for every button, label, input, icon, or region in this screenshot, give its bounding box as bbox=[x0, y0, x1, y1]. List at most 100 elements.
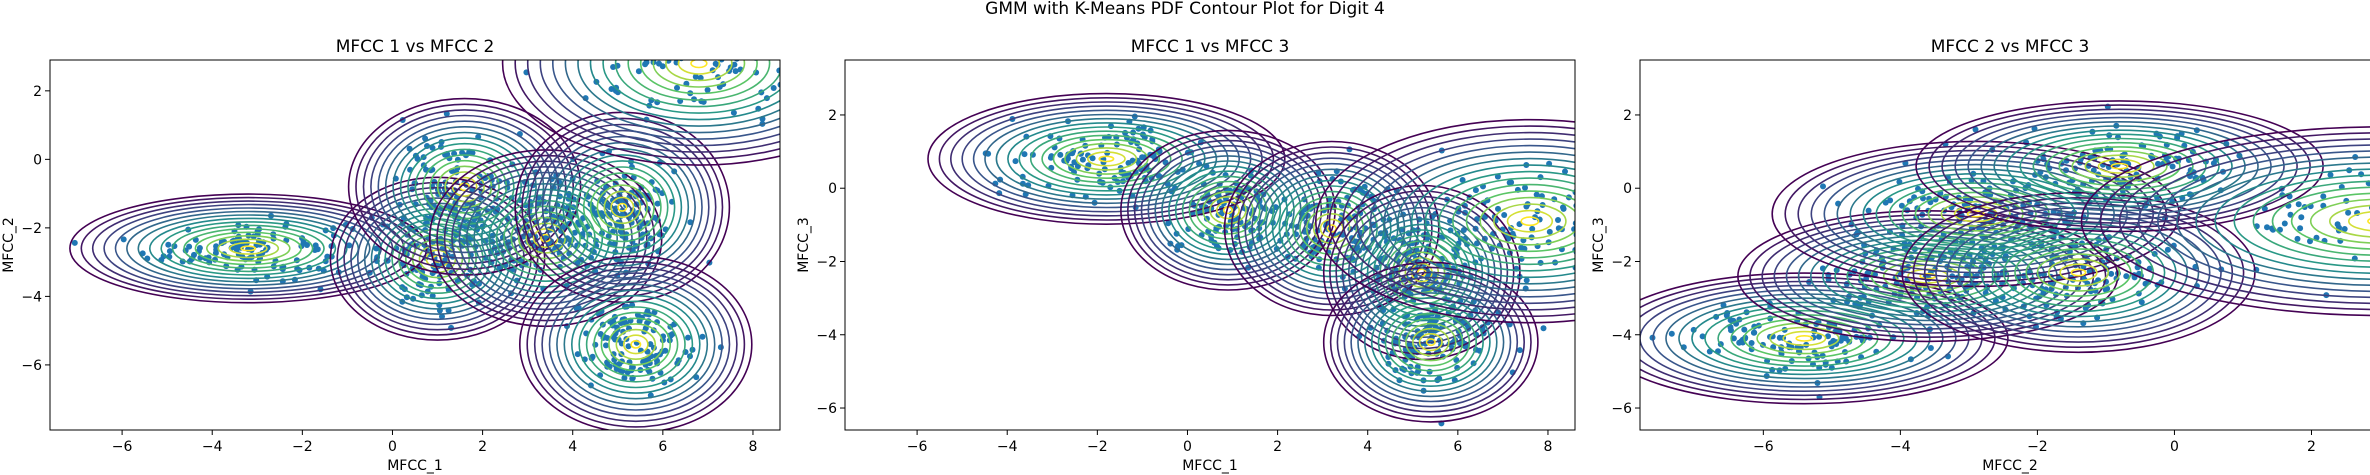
data-point bbox=[770, 85, 777, 91]
contour-line bbox=[555, 148, 690, 267]
data-point bbox=[429, 144, 436, 151]
data-point bbox=[186, 243, 193, 250]
data-point bbox=[2281, 220, 2288, 227]
data-point bbox=[1065, 151, 1072, 158]
contour-line bbox=[972, 109, 1241, 209]
x-axis-label: MFCC_2 bbox=[1982, 458, 2038, 474]
contour-line bbox=[563, 289, 709, 400]
data-point bbox=[1173, 230, 1180, 237]
contour-line bbox=[1769, 326, 1840, 351]
data-point bbox=[233, 246, 240, 253]
contour-line bbox=[2071, 150, 2168, 183]
data-point bbox=[1537, 259, 1544, 266]
data-point bbox=[656, 60, 662, 67]
contour-line bbox=[603, 190, 642, 225]
data-point bbox=[1650, 187, 1656, 193]
contour-line bbox=[2329, 204, 2370, 238]
contour-line bbox=[617, 202, 628, 212]
x-tick-label: −2 bbox=[1087, 439, 1108, 455]
data-point bbox=[629, 364, 636, 371]
contour-line bbox=[2080, 126, 2370, 317]
data-point bbox=[1501, 212, 1508, 218]
data-point bbox=[686, 47, 692, 53]
data-point bbox=[682, 48, 688, 54]
data-point bbox=[1572, 220, 1575, 227]
x-tick-label: 2 bbox=[1273, 439, 1282, 455]
data-point bbox=[2108, 270, 2115, 277]
contour-line bbox=[2036, 253, 2121, 292]
data-point bbox=[373, 245, 380, 252]
data-point bbox=[1816, 333, 1822, 340]
contour-line bbox=[2214, 168, 2370, 274]
x-tick-label: −4 bbox=[997, 439, 1018, 455]
contour-line bbox=[355, 103, 574, 271]
data-point bbox=[1825, 333, 1831, 340]
x-tick-label: 4 bbox=[568, 439, 577, 455]
data-point bbox=[443, 110, 450, 117]
contour-line bbox=[2118, 138, 2370, 305]
contour-line bbox=[1341, 201, 1502, 344]
data-point bbox=[1750, 329, 1757, 336]
data-point bbox=[739, 11, 745, 17]
data-point bbox=[1021, 151, 1028, 158]
data-point bbox=[709, 9, 715, 15]
x-tick-label: 0 bbox=[1183, 439, 1192, 455]
subplot-title: MFCC 2 vs MFCC 3 bbox=[1931, 37, 2090, 57]
data-point bbox=[702, 41, 708, 47]
data-point bbox=[702, 44, 708, 50]
contour-line bbox=[541, 135, 703, 279]
data-point bbox=[818, 117, 824, 123]
data-point bbox=[1927, 345, 1934, 351]
contour-line bbox=[2084, 154, 2155, 178]
x-tick-label: −6 bbox=[112, 439, 133, 455]
contour-line bbox=[1940, 200, 2011, 227]
data-point bbox=[1495, 205, 1501, 212]
contour-line bbox=[1087, 151, 1126, 167]
contour-line bbox=[526, 60, 780, 153]
contour-line bbox=[665, 60, 733, 82]
subplot-1: −6 −4 −2 0 2 4 6 8 −6 −4 −2 0 2 MFCC 1 vs MFCC 2 MFCC_… bbox=[1, 0, 824, 474]
data-point bbox=[1597, 204, 1603, 210]
data-point bbox=[2155, 160, 2161, 167]
contour-line bbox=[2099, 132, 2370, 311]
data-point bbox=[1516, 347, 1523, 354]
data-point bbox=[1820, 183, 1826, 190]
contour-line bbox=[615, 328, 657, 361]
contour-line bbox=[1418, 333, 1443, 352]
y-tick-label: 2 bbox=[33, 84, 42, 100]
data-point bbox=[677, 16, 683, 22]
contour-line bbox=[1993, 125, 2246, 208]
y-tick-label: −6 bbox=[816, 401, 837, 417]
x-tick-label: 6 bbox=[1453, 439, 1462, 455]
data-point bbox=[687, 28, 693, 34]
contour-line bbox=[1640, 272, 2009, 405]
contour-line bbox=[1075, 147, 1138, 171]
x-tick-label: −6 bbox=[907, 439, 928, 455]
data-point bbox=[1577, 175, 1583, 181]
contour-line bbox=[1923, 202, 2234, 343]
data-point bbox=[1074, 163, 1081, 170]
contour-line bbox=[206, 234, 291, 262]
contour-line bbox=[548, 277, 723, 411]
data-point bbox=[652, 20, 658, 26]
data-point bbox=[1668, 330, 1675, 337]
x-tick-label: −2 bbox=[292, 439, 313, 455]
data-point bbox=[716, 40, 722, 46]
y-tick-label: 2 bbox=[828, 108, 837, 124]
contour-line bbox=[1991, 232, 2166, 313]
data-point bbox=[648, 0, 654, 5]
contour-line bbox=[1041, 134, 1172, 184]
y-tick-label: −6 bbox=[1611, 401, 1632, 417]
data-point bbox=[766, 44, 772, 50]
data-point bbox=[2121, 151, 2128, 158]
y-axis-label: MFCC_2 bbox=[1, 217, 17, 273]
y-tick-label: −4 bbox=[21, 289, 42, 305]
contour-line bbox=[677, 60, 721, 75]
contour-line bbox=[1479, 196, 1575, 246]
subplot-3: −6 −4 −2 0 2 −6 −4 −2 0 2 MFCC 2 vs MFCC 3 MFCC_2 MF… bbox=[1591, 37, 2370, 474]
contour-line bbox=[519, 255, 753, 430]
gmm-component-7-contours bbox=[501, 60, 780, 166]
data-point bbox=[670, 45, 676, 51]
data-point bbox=[1528, 234, 1535, 241]
y-tick-label: −6 bbox=[21, 358, 42, 374]
